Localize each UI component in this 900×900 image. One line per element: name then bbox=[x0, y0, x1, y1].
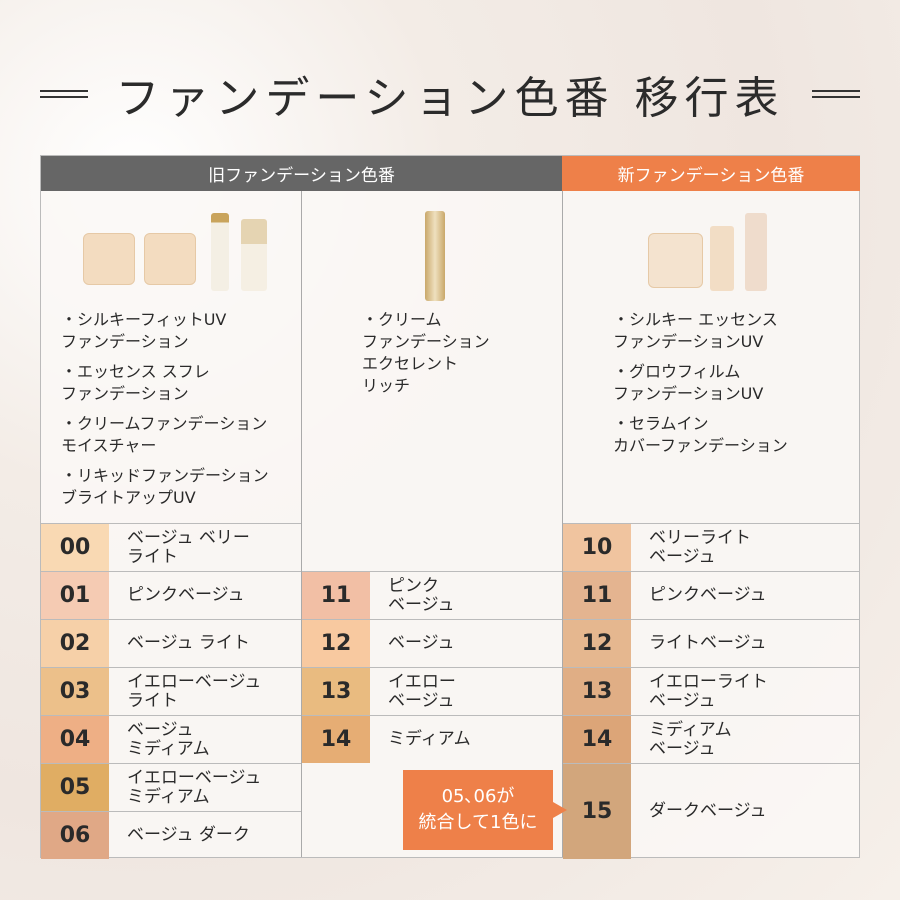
shade-name: ベージュ ミディアム bbox=[127, 719, 210, 759]
shade-name: ベージュ ダーク bbox=[127, 825, 250, 845]
product-name: ・グロウフィルム ファンデーションUV bbox=[613, 362, 764, 403]
shade-code: 11 bbox=[302, 572, 370, 619]
shade-name: ベリーライト ベージュ bbox=[649, 527, 751, 567]
new-products: ・シルキー エッセンス ファンデーションUV ・グロウフィルム ファンデーションU… bbox=[563, 191, 860, 523]
shade-code: 10 bbox=[563, 524, 631, 571]
compact-image bbox=[144, 233, 196, 285]
shade-name: ダークベージュ bbox=[649, 801, 767, 821]
shade-row: 02 ベージュ ライト bbox=[41, 619, 301, 667]
shade-code: 02 bbox=[41, 620, 109, 667]
shade-name: ピンクベージュ bbox=[649, 585, 767, 605]
shade-row: 00 ベージュ ベリー ライト bbox=[41, 523, 301, 571]
new-shades-header: 新ファンデーション色番 bbox=[562, 156, 860, 191]
shade-code: 13 bbox=[563, 668, 631, 715]
merge-callout: 05､06が 統合して1色に bbox=[403, 770, 567, 850]
shade-name: イエローベージュ ミディアム bbox=[127, 767, 262, 807]
shade-code: 01 bbox=[41, 572, 109, 619]
shade-name: ピンクベージュ bbox=[127, 585, 245, 605]
shade-code: 11 bbox=[563, 572, 631, 619]
shade-row: 05 イエローベージュ ミディアム bbox=[41, 763, 301, 811]
tube-image bbox=[211, 213, 229, 291]
product-name: ・リキッドファンデーション ブライトアップUV bbox=[61, 466, 269, 507]
old-shades-header: 旧ファンデーション色番 bbox=[41, 156, 562, 191]
shade-code: 13 bbox=[302, 668, 370, 715]
shade-row: 13 イエロー ベージュ bbox=[302, 667, 562, 715]
shade-code: 06 bbox=[41, 812, 109, 859]
old-products-b: ・クリーム ファンデーション エクセレント リッチ bbox=[302, 191, 562, 523]
product-name: ・クリーム ファンデーション エクセレント リッチ bbox=[362, 310, 490, 395]
title-decoration-right bbox=[812, 90, 860, 98]
compact-image bbox=[648, 233, 703, 288]
shade-name: イエローライト ベージュ bbox=[649, 671, 768, 711]
shade-row: 10 ベリーライト ベージュ bbox=[563, 523, 860, 571]
bottle-image bbox=[425, 211, 445, 301]
shade-row: 01 ピンクベージュ bbox=[41, 571, 301, 619]
callout-line2: 統合して1色に bbox=[418, 812, 538, 833]
title-decoration-left bbox=[40, 90, 88, 98]
shade-name: イエローベージュ ライト bbox=[127, 671, 262, 711]
compact-image bbox=[83, 233, 135, 285]
old-products-a: ・シルキーフィットUV ファンデーション ・エッセンス スフレ ファンデーション・… bbox=[41, 191, 301, 523]
shade-row: 06 ベージュ ダーク bbox=[41, 811, 301, 859]
product-name: ・エッセンス スフレ ファンデーション bbox=[61, 362, 210, 403]
shade-row: 14 ミディアム ベージュ bbox=[563, 715, 860, 763]
shade-code: 15 bbox=[563, 764, 631, 859]
shade-name: イエロー ベージュ bbox=[388, 671, 456, 711]
bottle-image bbox=[241, 219, 267, 291]
shade-name: ベージュ ベリー ライト bbox=[127, 527, 250, 567]
bottle-image bbox=[745, 213, 767, 291]
shade-name: ミディアム ベージュ bbox=[649, 719, 732, 759]
shade-name: ミディアム bbox=[388, 729, 471, 749]
shade-name: ベージュ bbox=[388, 633, 455, 653]
shade-migration-table: 旧ファンデーション色番 新ファンデーション色番 ・シルキーフィットUV ファンデ… bbox=[40, 155, 860, 859]
shade-code: 14 bbox=[302, 716, 370, 763]
page-title: ファンデーション色番 移行表 bbox=[115, 73, 785, 124]
shade-name: ライトベージュ bbox=[649, 633, 767, 653]
shade-code: 03 bbox=[41, 668, 109, 715]
shade-row: 12 ベージュ bbox=[302, 619, 562, 667]
shade-code: 12 bbox=[302, 620, 370, 667]
shade-code: 05 bbox=[41, 764, 109, 811]
shade-row: 12 ライトベージュ bbox=[563, 619, 860, 667]
bottle-image bbox=[710, 226, 734, 291]
shade-row: 03 イエローベージュ ライト bbox=[41, 667, 301, 715]
shade-row: 14 ミディアム bbox=[302, 715, 562, 763]
product-name: ・シルキー エッセンス ファンデーションUV bbox=[613, 310, 778, 351]
shade-code: 04 bbox=[41, 716, 109, 763]
shade-row: 11 ピンクベージュ bbox=[563, 571, 860, 619]
shade-row: 04 ベージュ ミディアム bbox=[41, 715, 301, 763]
callout-line1: 05､06が bbox=[441, 786, 515, 807]
shade-row: 11 ピンク ベージュ bbox=[302, 571, 562, 619]
shade-row: 15 ダークベージュ bbox=[563, 763, 860, 859]
product-name: ・クリームファンデーション モイスチャー bbox=[61, 414, 268, 455]
shade-name: ピンク ベージュ bbox=[388, 575, 455, 615]
product-name: ・セラムイン カバーファンデーション bbox=[613, 414, 788, 455]
shade-row: 13 イエローライト ベージュ bbox=[563, 667, 860, 715]
shade-name: ベージュ ライト bbox=[127, 633, 250, 653]
shade-code: 14 bbox=[563, 716, 631, 763]
product-name: ・シルキーフィットUV ファンデーション bbox=[61, 310, 227, 351]
shade-code: 12 bbox=[563, 620, 631, 667]
shade-code: 00 bbox=[41, 524, 109, 571]
